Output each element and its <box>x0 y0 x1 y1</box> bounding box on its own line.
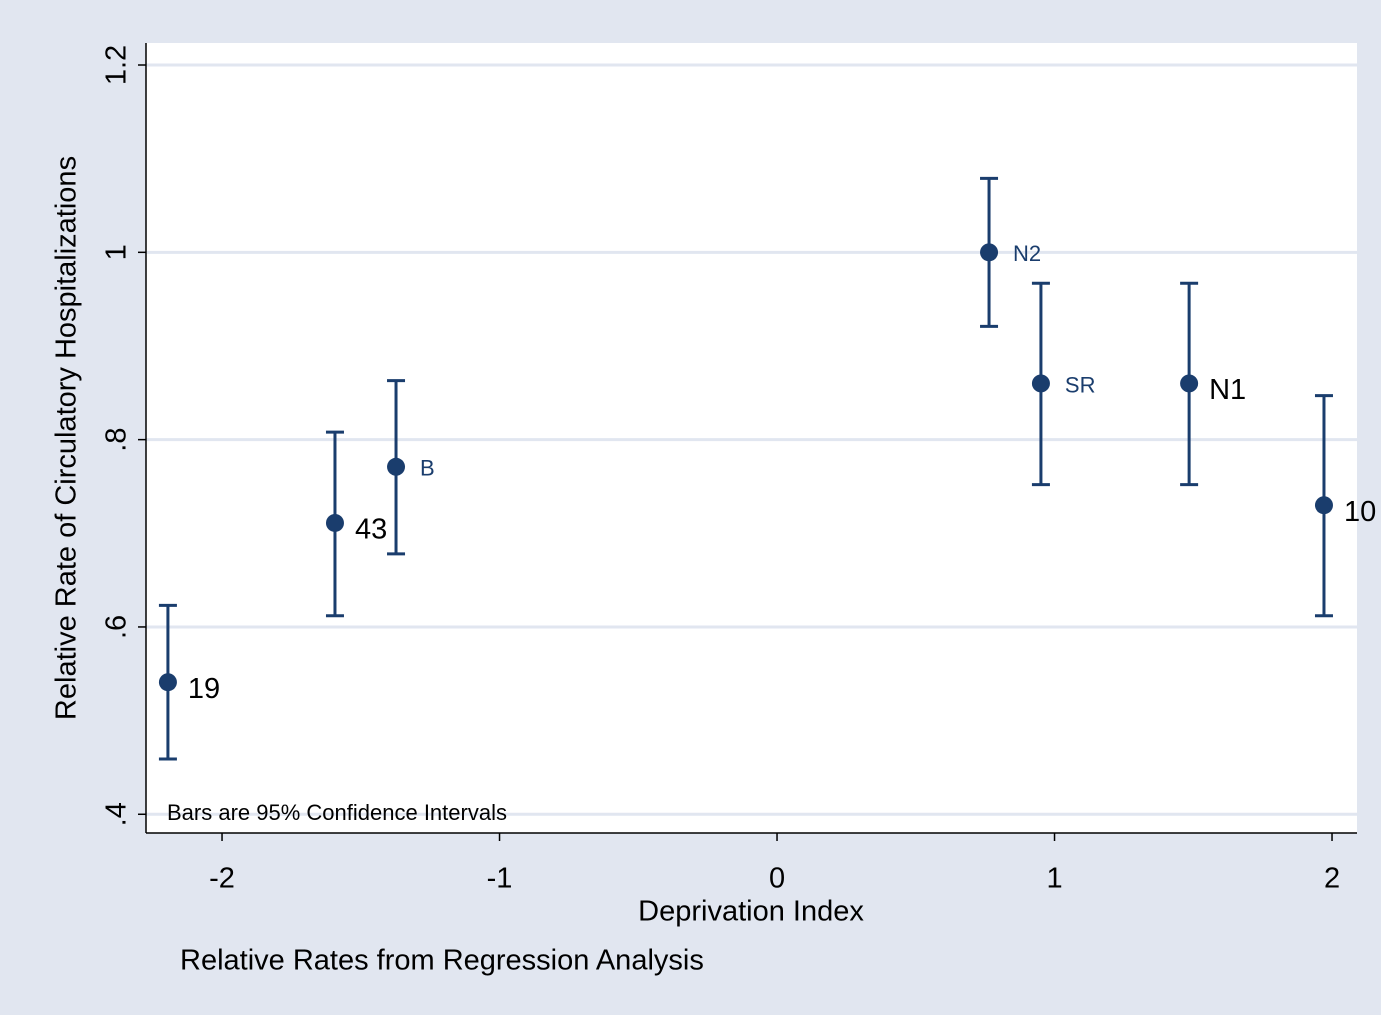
point-label: 19 <box>188 673 220 705</box>
x-tick-label: -1 <box>487 863 513 895</box>
point-label: SR <box>1065 372 1096 397</box>
point <box>1180 374 1199 393</box>
x-tick-label: -2 <box>209 863 235 895</box>
point-label: 10 <box>1344 496 1376 528</box>
x-tick-label: 1 <box>1046 863 1062 895</box>
y-tick-label: .6 <box>101 615 133 639</box>
x-tick-label: 0 <box>769 863 785 895</box>
plot-area <box>146 43 1357 833</box>
point-label: 43 <box>355 514 387 546</box>
point <box>158 673 177 692</box>
y-tick-label: 1.2 <box>101 45 133 85</box>
note: Bars are 95% Confidence Intervals <box>167 800 507 825</box>
point-label: N2 <box>1013 241 1041 266</box>
point <box>1314 496 1333 515</box>
point <box>980 243 999 262</box>
caption: Relative Rates from Regression Analysis <box>180 945 704 977</box>
x-axis-title: Deprivation Index <box>638 896 864 928</box>
x-tick-label: 2 <box>1324 863 1340 895</box>
point <box>325 513 344 532</box>
point-label: B <box>420 456 435 481</box>
point <box>1031 374 1050 393</box>
y-axis-title: Relative Rate of Circulatory Hospitaliza… <box>51 156 83 720</box>
point <box>387 457 406 476</box>
y-tick-label: .4 <box>101 802 133 826</box>
y-tick-label: .8 <box>101 428 133 452</box>
point-label: N1 <box>1209 374 1246 406</box>
y-tick-label: 1 <box>101 244 133 260</box>
